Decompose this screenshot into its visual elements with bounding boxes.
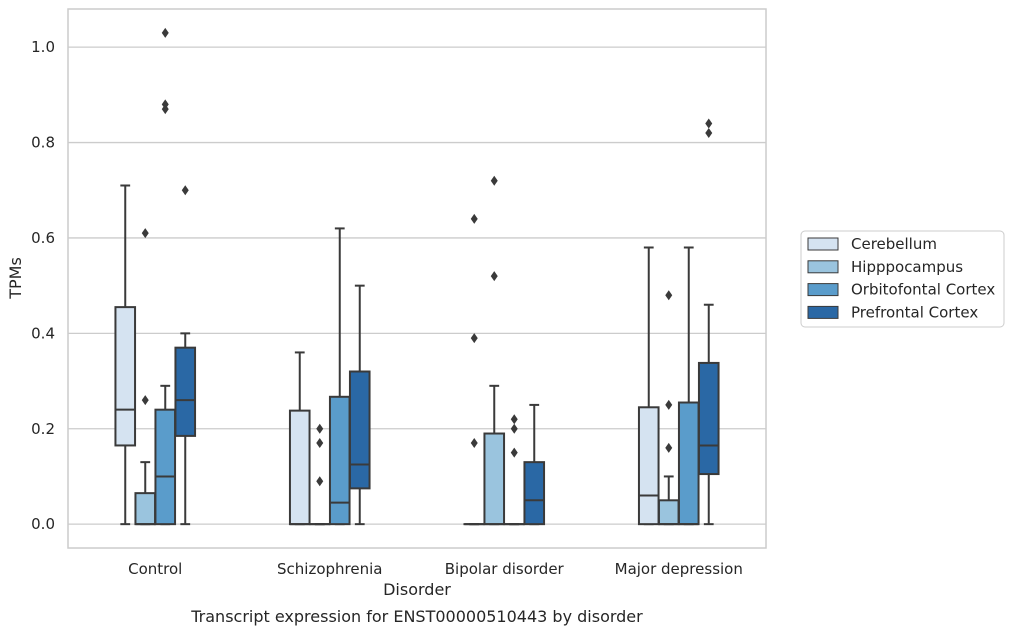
x-axis-title: Disorder [383,580,451,599]
outlier-marker [161,99,169,110]
y-tick-labels: 0.0 0.2 0.4 0.6 0.8 1.0 [31,38,55,533]
outlier-marker [470,438,478,449]
box-2-2 [503,414,526,526]
box-body [697,361,720,476]
legend-swatch [807,305,839,319]
legend-label: Cerebellum [851,235,937,253]
outlier-marker [161,27,169,38]
x-tick-label: Major depression [615,560,743,578]
box-1-0 [288,351,311,526]
outlier-marker [141,395,149,406]
y-tick-label: 0.8 [31,134,55,152]
box-2-1 [483,175,506,526]
legend-swatch [807,260,839,274]
outlier-marker [316,423,324,434]
box-body [677,401,700,526]
outlier-marker [665,399,673,410]
box-0-1 [134,228,157,526]
y-axis-title: TPMs [6,257,25,300]
outlier-marker [665,442,673,453]
legend: Cerebellum Hipppocampus Orbitofontal Corte… [800,230,1005,328]
figure-caption: Transcript expression for ENST0000051044… [190,607,643,626]
legend-swatch [807,237,839,251]
outlier-marker [705,118,713,129]
outlier-marker [490,175,498,186]
box-1-3 [348,284,371,526]
outlier-marker [181,185,189,196]
box-body [114,306,137,447]
outlier-marker [705,128,713,139]
box-2-3 [523,403,546,526]
x-tick-label: Control [128,560,182,578]
legend-label: Orbitofontal Cortex [851,281,995,299]
outlier-marker [141,228,149,239]
box-0-2 [154,27,177,526]
box-body [154,408,177,526]
box-body [657,499,680,526]
x-tick-label: Bipolar disorder [445,560,565,578]
outlier-marker [510,447,518,458]
box-body [174,346,197,437]
legend-label: Hipppocampus [851,258,963,276]
box-body [483,432,506,526]
x-tick-labels: Control Schizophrenia Bipolar disorder Majo… [128,560,743,578]
boxes [114,27,720,526]
legend-swatch [807,283,839,297]
box-2-0 [463,213,486,526]
outlier-marker [510,423,518,434]
y-tick-label: 0.2 [31,420,55,438]
y-tick-label: 0.4 [31,324,55,342]
box-body [134,492,157,526]
box-body [348,370,371,490]
x-tick-label: Schizophrenia [277,560,382,578]
box-3-3 [697,118,720,526]
box-body [523,461,546,526]
box-body [637,406,660,526]
outlier-marker [510,414,518,425]
outlier-marker [316,476,324,487]
y-tick-label: 1.0 [31,38,55,56]
outlier-marker [665,290,673,301]
plot-frame [67,8,767,549]
outlier-marker [316,438,324,449]
box-0-3 [174,185,197,526]
y-tick-label: 0.0 [31,515,55,533]
outlier-marker [470,213,478,224]
outlier-marker [470,333,478,344]
box-3-0 [637,246,660,526]
outlier-marker [490,271,498,282]
legend-frame [800,230,1005,328]
box-body [328,395,351,526]
y-tick-label: 0.6 [31,229,55,247]
box-3-1 [657,290,680,526]
legend-label: Prefrontal Cortex [851,303,978,321]
box-3-2 [677,246,700,526]
box-0-0 [114,184,137,526]
box-1-2 [328,227,351,526]
box-1-1 [308,423,331,526]
box-body [288,409,311,526]
